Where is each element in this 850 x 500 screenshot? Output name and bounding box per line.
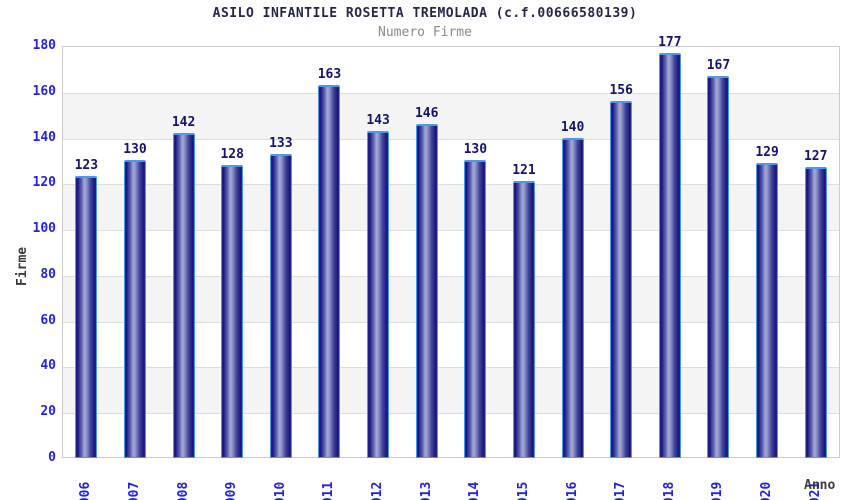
x-tick-label: 2006 bbox=[78, 481, 94, 500]
gridline bbox=[63, 367, 839, 369]
bar bbox=[756, 162, 779, 458]
x-tick-label: 2017 bbox=[613, 481, 629, 500]
bar bbox=[75, 176, 98, 458]
bar-value-label: 129 bbox=[755, 144, 779, 160]
x-tick-label: 2009 bbox=[224, 481, 240, 500]
gridline bbox=[63, 92, 839, 94]
bar-value-label: 130 bbox=[463, 142, 488, 158]
bar-value-label: 121 bbox=[512, 163, 536, 179]
gridline bbox=[63, 184, 839, 186]
bar-value-label: 143 bbox=[366, 112, 390, 128]
bar-value-label: 140 bbox=[560, 119, 585, 135]
bar bbox=[658, 52, 681, 458]
bar bbox=[221, 165, 244, 458]
bar-value-label: 123 bbox=[74, 158, 99, 174]
x-tick-label: 2015 bbox=[515, 481, 531, 500]
chart-title: ASILO INFANTILE ROSETTA TREMOLADA (c.f.0… bbox=[212, 6, 638, 21]
bar-value-label: 142 bbox=[171, 114, 196, 130]
bar-value-label: 130 bbox=[123, 142, 147, 158]
y-tick-label: 80 bbox=[40, 266, 56, 282]
gridline bbox=[63, 230, 839, 232]
y-tick-label: 40 bbox=[40, 358, 56, 374]
bar bbox=[367, 130, 390, 458]
x-tick-label: 2012 bbox=[370, 481, 386, 500]
bar bbox=[610, 100, 633, 458]
bar bbox=[512, 181, 535, 458]
y-tick-label: 20 bbox=[40, 404, 56, 420]
bar bbox=[561, 137, 584, 458]
bar bbox=[172, 132, 195, 458]
chart-subtitle: Numero Firme bbox=[378, 25, 472, 40]
x-tick-label: 2016 bbox=[564, 481, 580, 500]
gridline bbox=[63, 413, 839, 415]
bar bbox=[464, 160, 487, 458]
bar bbox=[123, 160, 146, 458]
y-tick-label: 180 bbox=[32, 38, 56, 53]
x-tick-label: 2013 bbox=[418, 481, 434, 500]
y-tick-label: 120 bbox=[32, 175, 56, 191]
x-tick-label: 2019 bbox=[710, 481, 726, 500]
x-tick-label: 2020 bbox=[759, 481, 775, 500]
x-tick-label: 2010 bbox=[272, 481, 288, 500]
x-tick-label: 2008 bbox=[175, 481, 191, 500]
bar-value-label: 156 bbox=[609, 82, 633, 98]
y-tick-label: 0 bbox=[48, 450, 56, 465]
y-tick-label: 60 bbox=[40, 312, 56, 328]
bar-value-label: 128 bbox=[220, 147, 244, 163]
x-axis-label: Anno bbox=[804, 478, 836, 493]
bar bbox=[707, 75, 730, 458]
bar-value-label: 146 bbox=[414, 105, 439, 121]
bar-value-label: 163 bbox=[317, 66, 342, 82]
gridline bbox=[63, 275, 839, 277]
x-tick-label: 2011 bbox=[321, 481, 337, 500]
x-tick-label: 2018 bbox=[661, 481, 677, 500]
gridline bbox=[63, 138, 839, 140]
y-axis-label: Firme bbox=[15, 246, 30, 286]
y-tick-label: 160 bbox=[32, 83, 56, 99]
bar bbox=[804, 167, 827, 458]
bar bbox=[269, 153, 292, 458]
y-tick-label: 140 bbox=[32, 129, 56, 145]
x-tick-label: 2007 bbox=[126, 481, 142, 500]
bar-value-label: 177 bbox=[658, 34, 682, 50]
bar-value-label: 127 bbox=[803, 149, 828, 165]
x-tick-label: 2014 bbox=[467, 481, 483, 500]
gridline bbox=[63, 321, 839, 323]
y-tick-label: 100 bbox=[32, 221, 56, 237]
bar-value-label: 133 bbox=[269, 135, 293, 151]
bar-value-label: 167 bbox=[706, 57, 731, 73]
bar bbox=[415, 123, 438, 458]
bar bbox=[318, 84, 341, 458]
